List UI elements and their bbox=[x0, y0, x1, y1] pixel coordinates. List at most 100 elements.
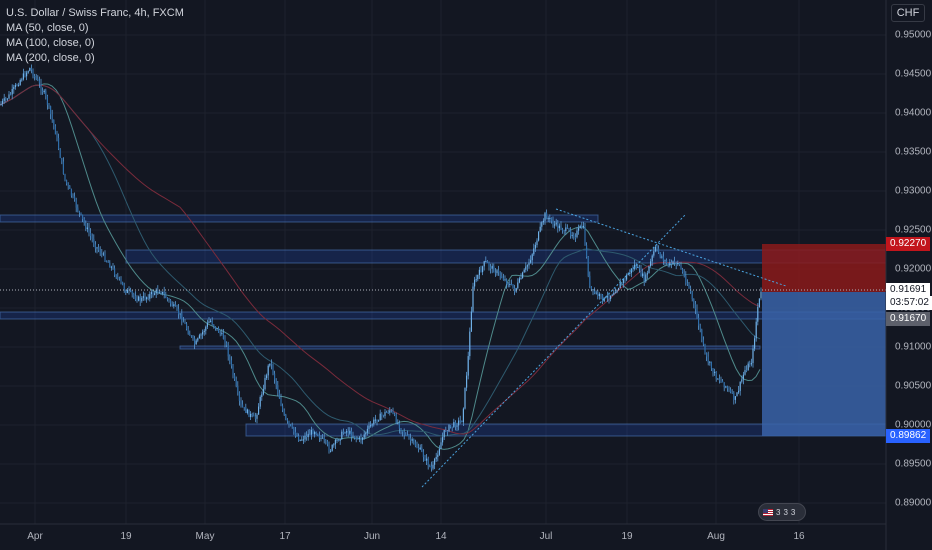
candle-body bbox=[437, 454, 439, 457]
position-tool[interactable] bbox=[762, 244, 886, 436]
candle-body bbox=[483, 261, 485, 267]
candle-body bbox=[704, 344, 706, 353]
candle-body bbox=[232, 365, 234, 376]
symbol-title[interactable]: U.S. Dollar / Swiss Franc, 4h, FXCM bbox=[6, 7, 184, 19]
candle-body bbox=[568, 228, 570, 231]
candle-body bbox=[173, 304, 175, 307]
candle-body bbox=[222, 332, 224, 340]
candle-body bbox=[24, 73, 26, 77]
candle-body bbox=[83, 219, 85, 224]
candle-body bbox=[386, 412, 388, 414]
candle-body bbox=[654, 246, 656, 252]
candle-body bbox=[662, 256, 664, 261]
candle-body bbox=[86, 227, 88, 230]
candle-body bbox=[176, 306, 178, 309]
candle-body bbox=[421, 447, 423, 452]
economic-events-badge[interactable]: 3 3 3 bbox=[758, 503, 806, 521]
candle-body bbox=[150, 292, 152, 295]
candle-body bbox=[494, 272, 496, 274]
candle-body bbox=[270, 363, 272, 365]
candle-body bbox=[586, 245, 588, 257]
candle-body bbox=[688, 284, 690, 289]
candle-body bbox=[456, 425, 458, 427]
candle-body bbox=[613, 292, 615, 295]
candle-body bbox=[163, 291, 165, 295]
candle-body bbox=[414, 442, 416, 447]
candle-body bbox=[408, 435, 410, 439]
price-tick-label: 0.93000 bbox=[895, 185, 932, 197]
candle-body bbox=[454, 422, 456, 427]
candle-body bbox=[227, 345, 229, 357]
candle-body bbox=[570, 230, 572, 236]
price-tick-label: 0.92500 bbox=[895, 224, 932, 236]
candle-body bbox=[166, 297, 168, 300]
candle-body bbox=[725, 386, 727, 388]
candle-body bbox=[574, 236, 576, 238]
candle-body bbox=[478, 269, 480, 275]
candle-body bbox=[142, 296, 144, 298]
candle-body bbox=[123, 284, 125, 291]
candle-body bbox=[251, 413, 253, 415]
candle-body bbox=[627, 273, 629, 276]
candle-body bbox=[346, 431, 348, 433]
currency-button[interactable]: CHF bbox=[891, 4, 925, 22]
candle-body bbox=[114, 268, 116, 276]
candle-body bbox=[376, 419, 378, 422]
candle-body bbox=[677, 262, 679, 265]
candle-body bbox=[533, 248, 535, 255]
candle-body bbox=[432, 464, 434, 469]
candle-body bbox=[525, 266, 527, 270]
candle-body bbox=[624, 279, 626, 281]
candle-body bbox=[422, 451, 424, 458]
candles bbox=[0, 64, 762, 472]
candle-body bbox=[38, 80, 40, 84]
candle-body bbox=[474, 279, 476, 287]
support-resistance-zones[interactable] bbox=[0, 214, 887, 437]
candle-body bbox=[243, 406, 245, 408]
candle-body bbox=[562, 229, 564, 231]
candle-body bbox=[506, 279, 508, 285]
candle-body bbox=[646, 273, 648, 275]
candle-body bbox=[730, 389, 732, 393]
trendlines[interactable] bbox=[421, 208, 787, 488]
candle-body bbox=[341, 431, 343, 440]
candle-body bbox=[582, 225, 584, 228]
candle-body bbox=[626, 275, 628, 280]
price-tick-label: 0.90000 bbox=[895, 419, 932, 431]
candle-body bbox=[54, 125, 56, 135]
ma50-label[interactable]: MA (50, close, 0) bbox=[6, 22, 89, 34]
candle-body bbox=[410, 438, 412, 441]
candle-body bbox=[29, 67, 31, 72]
candle-body bbox=[34, 76, 36, 78]
candle-body bbox=[720, 380, 722, 382]
candle-body bbox=[558, 225, 560, 229]
candle-body bbox=[584, 225, 586, 246]
candle-body bbox=[760, 291, 762, 299]
candle-body bbox=[302, 439, 304, 441]
candle-body bbox=[213, 324, 215, 327]
candle-body bbox=[459, 420, 461, 422]
candle-body bbox=[184, 322, 186, 324]
candle-body bbox=[197, 338, 199, 341]
price-tick-label: 0.92000 bbox=[895, 263, 932, 275]
candle-body bbox=[317, 434, 319, 436]
candle-body bbox=[331, 444, 333, 451]
candle-body bbox=[8, 94, 10, 99]
ma200-label[interactable]: MA (200, close, 0) bbox=[6, 52, 95, 64]
candle-body bbox=[107, 261, 109, 263]
event-count: 3 bbox=[776, 507, 781, 517]
candle-body bbox=[530, 260, 532, 263]
candle-body bbox=[282, 405, 284, 411]
candle-body bbox=[710, 361, 712, 369]
ma100-label[interactable]: MA (100, close, 0) bbox=[6, 37, 95, 49]
candle-body bbox=[170, 300, 172, 304]
candle-body bbox=[520, 278, 522, 280]
candle-body bbox=[680, 264, 682, 270]
candle-body bbox=[510, 283, 512, 285]
candle-body bbox=[91, 235, 93, 239]
candle-body bbox=[186, 323, 188, 329]
candle-body bbox=[499, 272, 501, 276]
candle-body bbox=[82, 214, 84, 220]
candle-body bbox=[315, 431, 317, 435]
